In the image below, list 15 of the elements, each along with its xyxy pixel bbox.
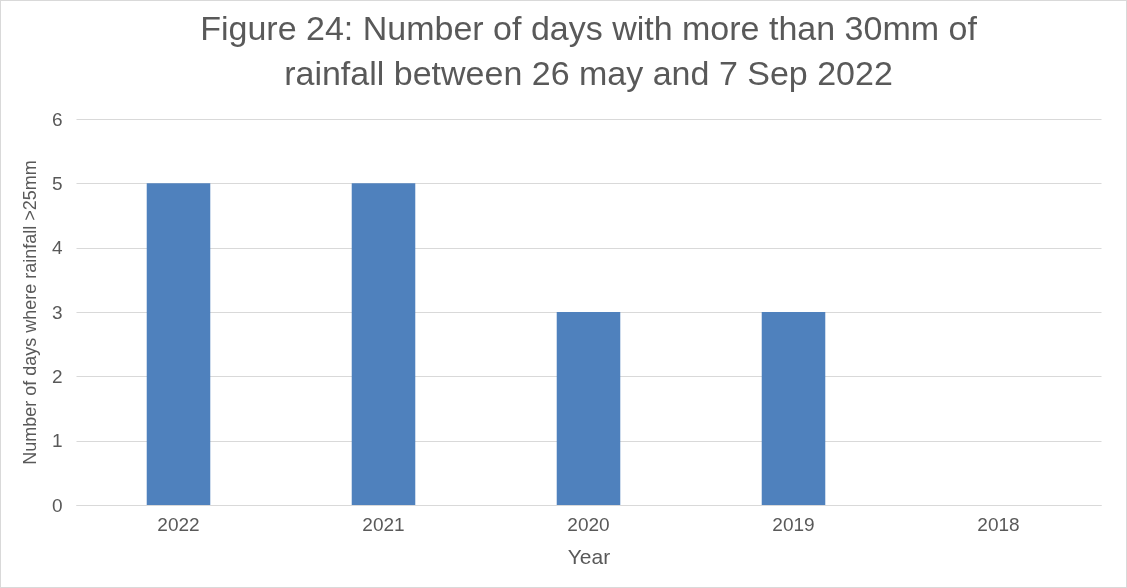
x-tick-label: 2021 (362, 513, 405, 535)
x-tick-label: 2022 (157, 513, 200, 535)
x-tick-label: 2018 (977, 513, 1020, 535)
y-tick-label: 3 (51, 301, 63, 323)
y-tick-label: 0 (51, 494, 63, 516)
x-axis-title: Year (567, 544, 611, 568)
y-tick-label: 4 (51, 237, 63, 259)
chart-title: Figure 24: Number of days with more than 30mm of rainfall between 26 may and 7 Sep 2022 (200, 9, 978, 92)
y-axis-title: Number of days where rainfall >25mm (19, 160, 40, 465)
x-tick-label: 2020 (567, 513, 610, 535)
y-tick-label: 5 (51, 172, 63, 194)
y-tick-label: 6 (51, 108, 63, 130)
x-tick-label: 2019 (772, 513, 815, 535)
y-tick-label: 2 (51, 365, 63, 387)
y-tick-label: 1 (51, 430, 63, 452)
